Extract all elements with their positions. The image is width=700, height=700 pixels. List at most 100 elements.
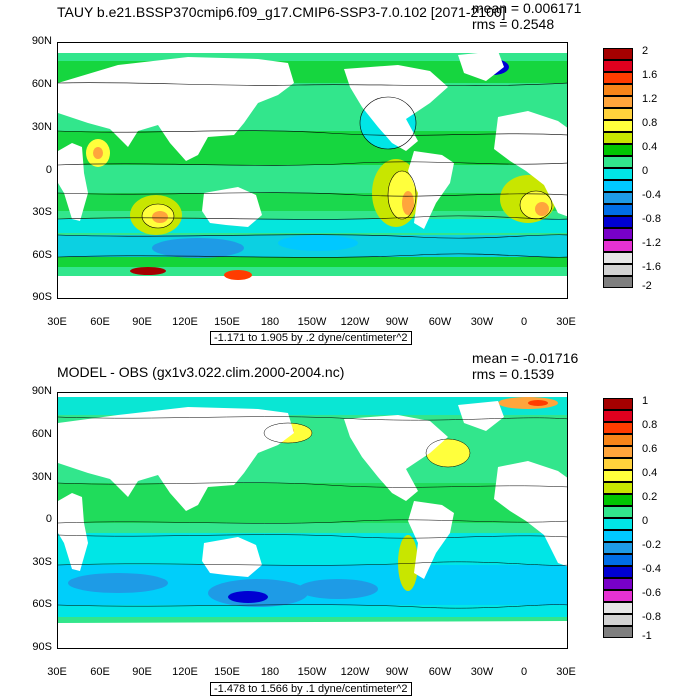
colorbar-swatch	[603, 518, 633, 530]
colorbar-swatch	[603, 482, 633, 494]
lat-label: 60N	[31, 428, 52, 440]
map-plot	[57, 392, 568, 649]
colorbar-label: 0.8	[642, 419, 658, 431]
lon-label: 90W	[385, 316, 409, 328]
colorbar-label: -0.6	[642, 587, 661, 599]
colorbar-label: 0.8	[642, 117, 658, 129]
colorbar-swatch	[603, 470, 633, 482]
colorbar-swatch	[603, 434, 633, 446]
world-map-svg	[58, 43, 567, 298]
lon-label: 150W	[297, 666, 327, 678]
colorbar-label: 1.6	[642, 69, 658, 81]
contour-lines	[58, 82, 567, 258]
colorbar-label: 0	[642, 515, 649, 527]
lat-label: 90S	[32, 291, 52, 303]
lat-label: 90N	[31, 385, 52, 397]
lat-label: 30S	[32, 206, 52, 218]
lon-label: 60W	[428, 666, 452, 678]
lon-label: 30W	[470, 316, 494, 328]
colorbar-swatch	[603, 228, 633, 240]
colorbar-label: 0	[642, 165, 649, 177]
lon-label: 90E	[132, 666, 152, 678]
colorbar-swatch	[603, 398, 633, 410]
colorbar-swatch	[603, 96, 633, 108]
colorbar-label: 0.6	[642, 443, 658, 455]
lat-label: 30N	[31, 471, 52, 483]
colorbar-swatch	[603, 410, 633, 422]
colorbar-swatch	[603, 602, 633, 614]
colorbar-swatch	[603, 84, 633, 96]
lat-label: 90S	[32, 641, 52, 653]
colorbar-label: 2	[642, 45, 649, 57]
lon-label: 150W	[297, 316, 327, 328]
lon-label: 150E	[214, 666, 240, 678]
colorbar-swatch	[603, 264, 633, 276]
mean-stat: mean = 0.006171	[472, 0, 582, 16]
colorbar-label: -0.2	[642, 539, 661, 551]
colorbar-swatch	[603, 132, 633, 144]
colorbar-swatch	[603, 60, 633, 72]
colorbar-label: 0.2	[642, 491, 658, 503]
colorbar-label: 1.2	[642, 93, 658, 105]
colorbar-swatch	[603, 108, 633, 120]
lon-label: 180	[260, 316, 280, 328]
colorbar-swatch	[603, 144, 633, 156]
lon-label: 120E	[172, 666, 198, 678]
lon-label: 90W	[385, 666, 409, 678]
colorbar-label: -0.4	[642, 189, 661, 201]
lon-label: 30E	[47, 666, 67, 678]
mean-stat: mean = -0.01716	[472, 350, 579, 366]
colorbar-swatch	[603, 120, 633, 132]
colorbar-swatch	[603, 192, 633, 204]
lon-label: 30E	[556, 666, 576, 678]
colorbar-label: -0.4	[642, 563, 661, 575]
colorbar-swatch	[603, 626, 633, 638]
colorbar-swatch	[603, 180, 633, 192]
colorbar-swatch	[603, 458, 633, 470]
lon-label: 30E	[47, 316, 67, 328]
colorbar-label: -2	[642, 280, 652, 292]
colorbar-swatch	[603, 446, 633, 458]
colorbar-label: 0.4	[642, 141, 658, 153]
colorbar-swatch	[603, 614, 633, 626]
panel-model-minus-obs: MODEL - OBS (gx1v3.022.clim.2000-2004.nc…	[0, 350, 700, 700]
lat-label: 30S	[32, 556, 52, 568]
colorbar-swatch	[603, 204, 633, 216]
lon-label: 120E	[172, 316, 198, 328]
lon-label: 0	[520, 316, 528, 328]
colorbar-swatch	[603, 48, 633, 60]
colorbar-label: -0.8	[642, 611, 661, 623]
lon-label: 120W	[340, 316, 370, 328]
colorbar-label: 1	[642, 395, 649, 407]
colorbar-swatch	[603, 276, 633, 288]
lon-label: 90E	[132, 316, 152, 328]
colorbar-swatch	[603, 252, 633, 264]
lon-label: 60E	[90, 666, 110, 678]
colorbar-swatch	[603, 554, 633, 566]
lon-label: 30E	[556, 316, 576, 328]
panel-title: MODEL - OBS (gx1v3.022.clim.2000-2004.nc…	[57, 364, 345, 380]
colorbar-label: -1.2	[642, 237, 661, 249]
lat-label: 90N	[31, 35, 52, 47]
lon-label: 60W	[428, 316, 452, 328]
colorbar-swatch	[603, 590, 633, 602]
colorbar-swatch	[603, 542, 633, 554]
colorbar-swatch	[603, 530, 633, 542]
lat-label: 60S	[32, 249, 52, 261]
map-plot	[57, 42, 568, 299]
lat-label: 60N	[31, 78, 52, 90]
colorbar-label: -1.6	[642, 261, 661, 273]
contour-range-note: -1.478 to 1.566 by .1 dyne/centimeter^2	[210, 682, 412, 696]
colorbar-swatch	[603, 494, 633, 506]
lat-label: 30N	[31, 121, 52, 133]
colorbar-label: -1	[642, 630, 652, 642]
colorbar-swatch	[603, 422, 633, 434]
colorbar-label: 0.4	[642, 467, 658, 479]
rms-stat: rms = 0.1539	[472, 366, 555, 382]
panel-model-tauy: TAUY b.e21.BSSP370cmip6.f09_g17.CMIP6-SS…	[31, 0, 661, 345]
colorbar-swatch	[603, 566, 633, 578]
lat-label: 0	[45, 513, 52, 525]
colorbar-swatch	[603, 168, 633, 180]
lon-label: 120W	[340, 666, 370, 678]
contour-lines	[58, 416, 567, 609]
